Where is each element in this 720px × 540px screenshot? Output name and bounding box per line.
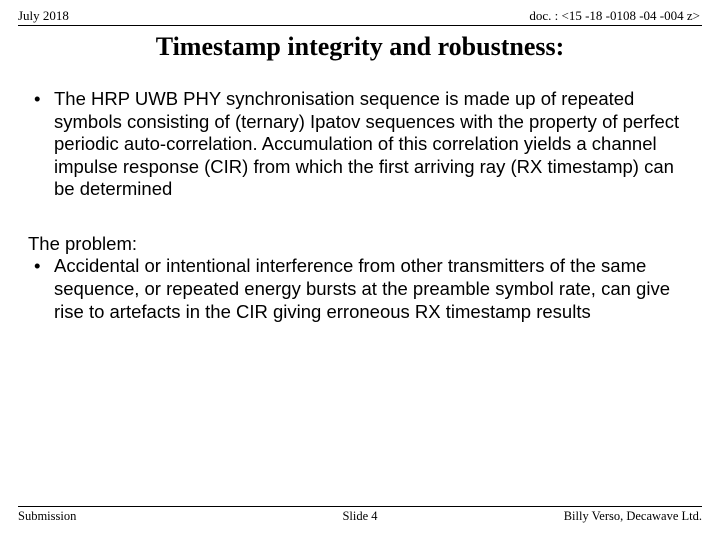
footer-left: Submission: [18, 509, 76, 524]
bullet-text: The HRP UWB PHY synchronisation sequence…: [54, 88, 692, 201]
bullet-item: • The HRP UWB PHY synchronisation sequen…: [28, 88, 692, 201]
header-date: July 2018: [18, 8, 69, 24]
bullet-text: Accidental or intentional interference f…: [54, 255, 692, 323]
header-rule: [18, 25, 702, 26]
bullet-dot: •: [28, 88, 54, 201]
header-doc: doc. : <15 -18 -0108 -04 -004 z>: [529, 8, 700, 24]
footer-right: Billy Verso, Decawave Ltd.: [564, 509, 702, 524]
page-title: Timestamp integrity and robustness:: [0, 32, 720, 62]
footer-rule: [18, 506, 702, 507]
problem-label: The problem:: [28, 233, 692, 256]
bullet-item: • Accidental or intentional interference…: [28, 255, 692, 323]
bullet-dot: •: [28, 255, 54, 323]
